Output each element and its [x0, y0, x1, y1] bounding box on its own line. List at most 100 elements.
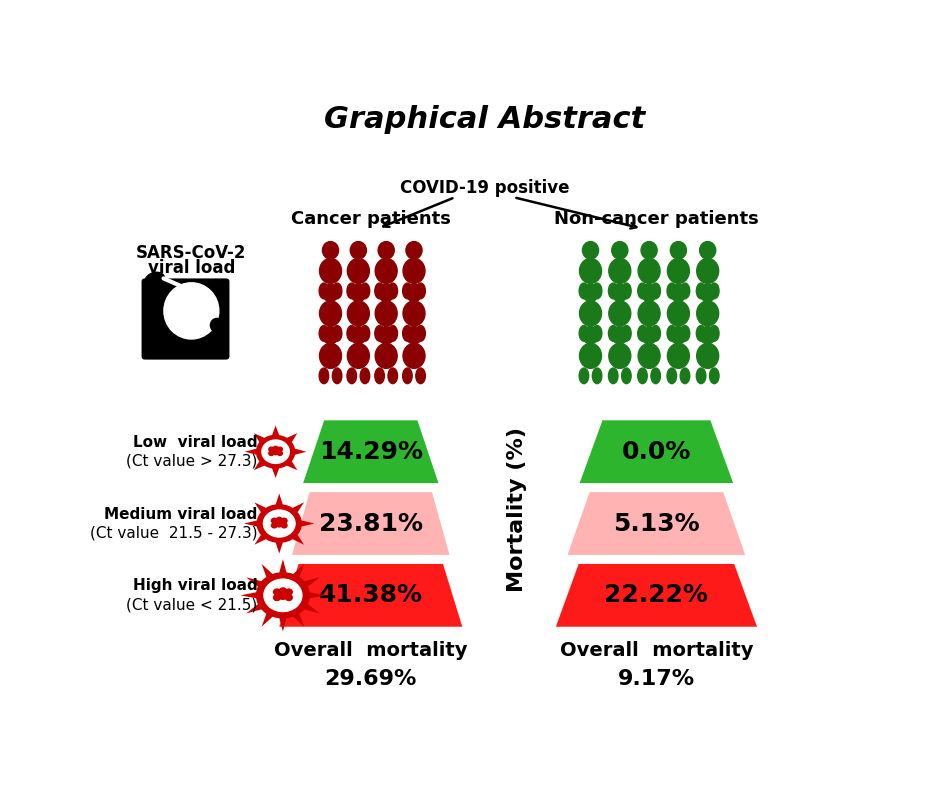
- Ellipse shape: [608, 368, 617, 384]
- Ellipse shape: [319, 343, 341, 368]
- Polygon shape: [279, 559, 286, 573]
- Polygon shape: [245, 577, 261, 587]
- Ellipse shape: [347, 343, 369, 368]
- Ellipse shape: [378, 284, 394, 302]
- Ellipse shape: [402, 343, 425, 368]
- Circle shape: [273, 446, 278, 451]
- Ellipse shape: [388, 368, 397, 384]
- Circle shape: [285, 589, 292, 595]
- Ellipse shape: [621, 325, 631, 341]
- Polygon shape: [272, 468, 279, 478]
- Ellipse shape: [579, 368, 588, 384]
- Text: Non-cancer patients: Non-cancer patients: [553, 211, 758, 229]
- Circle shape: [273, 450, 278, 455]
- Circle shape: [271, 523, 277, 528]
- Ellipse shape: [579, 343, 600, 368]
- Ellipse shape: [699, 327, 715, 344]
- Ellipse shape: [579, 325, 588, 341]
- Ellipse shape: [696, 259, 718, 283]
- Circle shape: [257, 504, 301, 543]
- Text: 29.69%: 29.69%: [324, 669, 416, 689]
- Ellipse shape: [669, 327, 685, 344]
- Text: Overall  mortality: Overall mortality: [559, 641, 752, 659]
- Ellipse shape: [666, 368, 676, 384]
- Ellipse shape: [322, 327, 338, 344]
- Circle shape: [278, 447, 282, 452]
- Polygon shape: [276, 494, 282, 504]
- Ellipse shape: [669, 242, 685, 259]
- Polygon shape: [286, 461, 297, 470]
- Ellipse shape: [709, 325, 718, 341]
- Circle shape: [261, 440, 289, 463]
- Ellipse shape: [163, 283, 219, 339]
- Ellipse shape: [608, 325, 617, 341]
- Text: 9.17%: 9.17%: [617, 669, 694, 689]
- Ellipse shape: [378, 242, 394, 259]
- Ellipse shape: [579, 301, 600, 326]
- Ellipse shape: [406, 327, 422, 344]
- Ellipse shape: [640, 242, 656, 259]
- Ellipse shape: [402, 368, 412, 384]
- Ellipse shape: [402, 301, 425, 326]
- Ellipse shape: [680, 368, 689, 384]
- Ellipse shape: [346, 283, 356, 298]
- Polygon shape: [286, 433, 297, 443]
- Ellipse shape: [696, 325, 705, 341]
- Ellipse shape: [319, 325, 329, 341]
- Ellipse shape: [347, 301, 369, 326]
- Ellipse shape: [402, 283, 412, 298]
- Circle shape: [279, 594, 286, 599]
- Ellipse shape: [406, 242, 422, 259]
- Ellipse shape: [322, 242, 338, 259]
- Ellipse shape: [669, 284, 685, 302]
- Ellipse shape: [360, 283, 369, 298]
- Polygon shape: [254, 502, 266, 513]
- Polygon shape: [301, 521, 314, 526]
- Ellipse shape: [319, 301, 341, 326]
- Circle shape: [278, 451, 282, 456]
- Ellipse shape: [592, 325, 601, 341]
- Circle shape: [285, 594, 292, 600]
- Ellipse shape: [611, 327, 627, 344]
- Ellipse shape: [144, 272, 164, 287]
- Circle shape: [273, 589, 280, 595]
- Polygon shape: [304, 577, 319, 587]
- Ellipse shape: [666, 325, 676, 341]
- Circle shape: [279, 588, 286, 594]
- Ellipse shape: [375, 283, 384, 298]
- Ellipse shape: [696, 368, 705, 384]
- Polygon shape: [293, 613, 304, 627]
- Ellipse shape: [621, 368, 631, 384]
- Ellipse shape: [680, 325, 689, 341]
- Ellipse shape: [699, 242, 715, 259]
- Ellipse shape: [637, 283, 647, 298]
- Ellipse shape: [360, 368, 369, 384]
- Ellipse shape: [347, 259, 369, 283]
- Polygon shape: [279, 618, 286, 632]
- Ellipse shape: [640, 284, 656, 302]
- Text: 41.38%: 41.38%: [318, 583, 422, 607]
- Ellipse shape: [388, 325, 397, 341]
- Text: 0.0%: 0.0%: [621, 440, 690, 464]
- Text: 22.22%: 22.22%: [604, 583, 708, 607]
- Ellipse shape: [322, 284, 338, 302]
- Ellipse shape: [388, 283, 397, 298]
- Ellipse shape: [680, 283, 689, 298]
- Text: High viral load: High viral load: [132, 578, 257, 594]
- Polygon shape: [304, 604, 319, 613]
- Ellipse shape: [637, 343, 659, 368]
- Circle shape: [263, 510, 295, 537]
- Circle shape: [276, 522, 282, 527]
- Ellipse shape: [346, 325, 356, 341]
- Ellipse shape: [611, 242, 627, 259]
- Circle shape: [271, 518, 277, 523]
- Ellipse shape: [608, 283, 617, 298]
- Ellipse shape: [346, 368, 356, 384]
- Ellipse shape: [608, 301, 631, 326]
- Ellipse shape: [637, 259, 659, 283]
- Polygon shape: [254, 433, 264, 443]
- Polygon shape: [293, 564, 304, 577]
- Ellipse shape: [621, 283, 631, 298]
- Ellipse shape: [375, 301, 396, 326]
- Text: Low  viral load: Low viral load: [132, 435, 257, 450]
